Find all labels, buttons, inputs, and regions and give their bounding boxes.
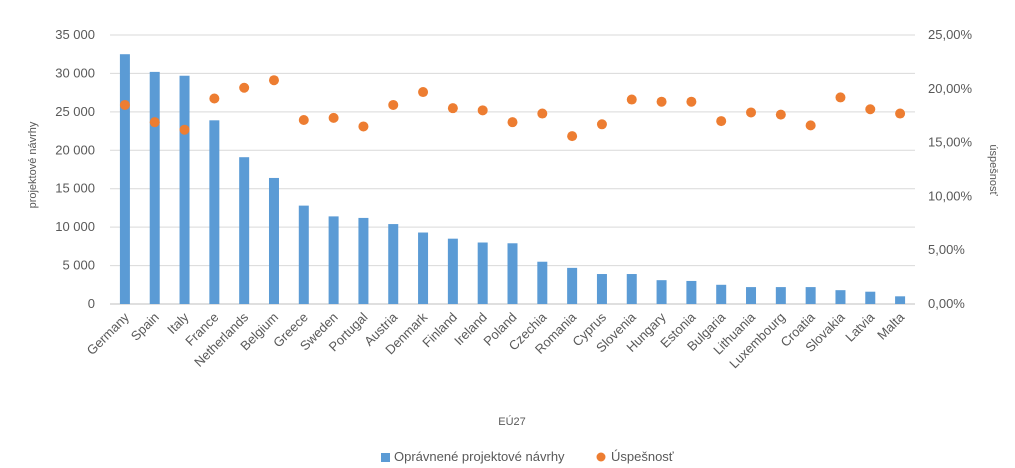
bar <box>298 205 309 304</box>
bar <box>596 274 607 304</box>
bar <box>865 291 876 304</box>
scatter-series <box>119 75 906 142</box>
point <box>895 108 906 119</box>
bar <box>716 284 727 304</box>
point <box>716 116 727 127</box>
point <box>507 117 518 128</box>
bar <box>537 261 548 304</box>
legend-label-points: Úspešnosť <box>611 449 674 464</box>
legend: Oprávnené projektové návrhy Úspešnosť <box>381 449 674 464</box>
point <box>268 75 279 86</box>
legend-swatch-bars <box>381 453 390 462</box>
point <box>477 105 488 116</box>
point <box>328 112 339 123</box>
point <box>656 96 667 107</box>
y-tick-label: 10 000 <box>55 219 95 234</box>
point <box>626 94 637 105</box>
bar <box>328 216 339 304</box>
bar <box>418 232 429 304</box>
bar <box>268 177 279 304</box>
bar <box>388 224 399 304</box>
y2-tick-label: 10,00% <box>928 188 973 203</box>
point <box>298 115 309 126</box>
y2-tick-label: 15,00% <box>928 135 973 150</box>
y-tick-label: 15 000 <box>55 181 95 196</box>
point <box>358 121 369 132</box>
right-axis-ticks: 0,00% 5,00% 10,00% 15,00% 20,00% 25,00% <box>928 27 973 311</box>
y2-tick-label: 25,00% <box>928 27 973 42</box>
y-tick-label: 5 000 <box>62 258 95 273</box>
point <box>596 119 607 130</box>
x-tick-label: Spain <box>128 310 162 344</box>
point <box>686 96 697 107</box>
bar <box>239 157 250 304</box>
bar <box>358 217 369 304</box>
point <box>447 103 458 114</box>
point <box>775 109 786 120</box>
point <box>149 117 160 128</box>
bar <box>805 287 816 304</box>
y-axis-title: projektové návrhy <box>27 121 39 208</box>
y2-axis-title: úspešnosť <box>987 144 999 196</box>
y-tick-label: 30 000 <box>55 65 95 80</box>
point <box>805 120 816 131</box>
bar <box>209 120 220 304</box>
y-tick-label: 20 000 <box>55 142 95 157</box>
point <box>746 107 757 118</box>
y-tick-label: 0 <box>88 296 95 311</box>
bar <box>895 296 906 304</box>
point <box>388 99 399 110</box>
bar <box>119 54 130 304</box>
legend-swatch-points <box>596 452 606 462</box>
y2-tick-label: 0,00% <box>928 296 965 311</box>
y2-tick-label: 20,00% <box>928 81 973 96</box>
bar <box>477 242 488 304</box>
point <box>179 124 190 135</box>
point <box>209 93 220 104</box>
left-axis-ticks: 0 5 000 10 000 15 000 20 000 25 000 30 000 35 0… <box>55 27 95 311</box>
bar <box>775 287 786 304</box>
point <box>865 104 876 115</box>
bar <box>835 290 846 304</box>
legend-label-bars: Oprávnené projektové návrhy <box>394 449 565 464</box>
x-tick-label: Germany <box>84 309 133 358</box>
x-tick-label: Latvia <box>842 309 878 345</box>
point <box>119 99 130 110</box>
bar <box>746 287 757 304</box>
point <box>567 131 578 142</box>
bar <box>656 280 667 304</box>
bar <box>149 71 160 305</box>
y-tick-label: 35 000 <box>55 27 95 42</box>
point <box>835 92 846 103</box>
point <box>239 82 250 93</box>
bar <box>447 238 458 304</box>
bar <box>686 280 697 304</box>
bar <box>179 75 190 304</box>
bar <box>507 243 518 304</box>
point <box>418 87 429 98</box>
x-tick-label: Malta <box>874 309 908 343</box>
y2-tick-label: 5,00% <box>928 242 965 257</box>
point <box>537 108 548 119</box>
y-tick-label: 25 000 <box>55 104 95 119</box>
bar-series <box>119 54 906 305</box>
bar <box>626 274 637 304</box>
bar <box>567 267 578 304</box>
x-axis-title: EÚ27 <box>498 415 526 428</box>
